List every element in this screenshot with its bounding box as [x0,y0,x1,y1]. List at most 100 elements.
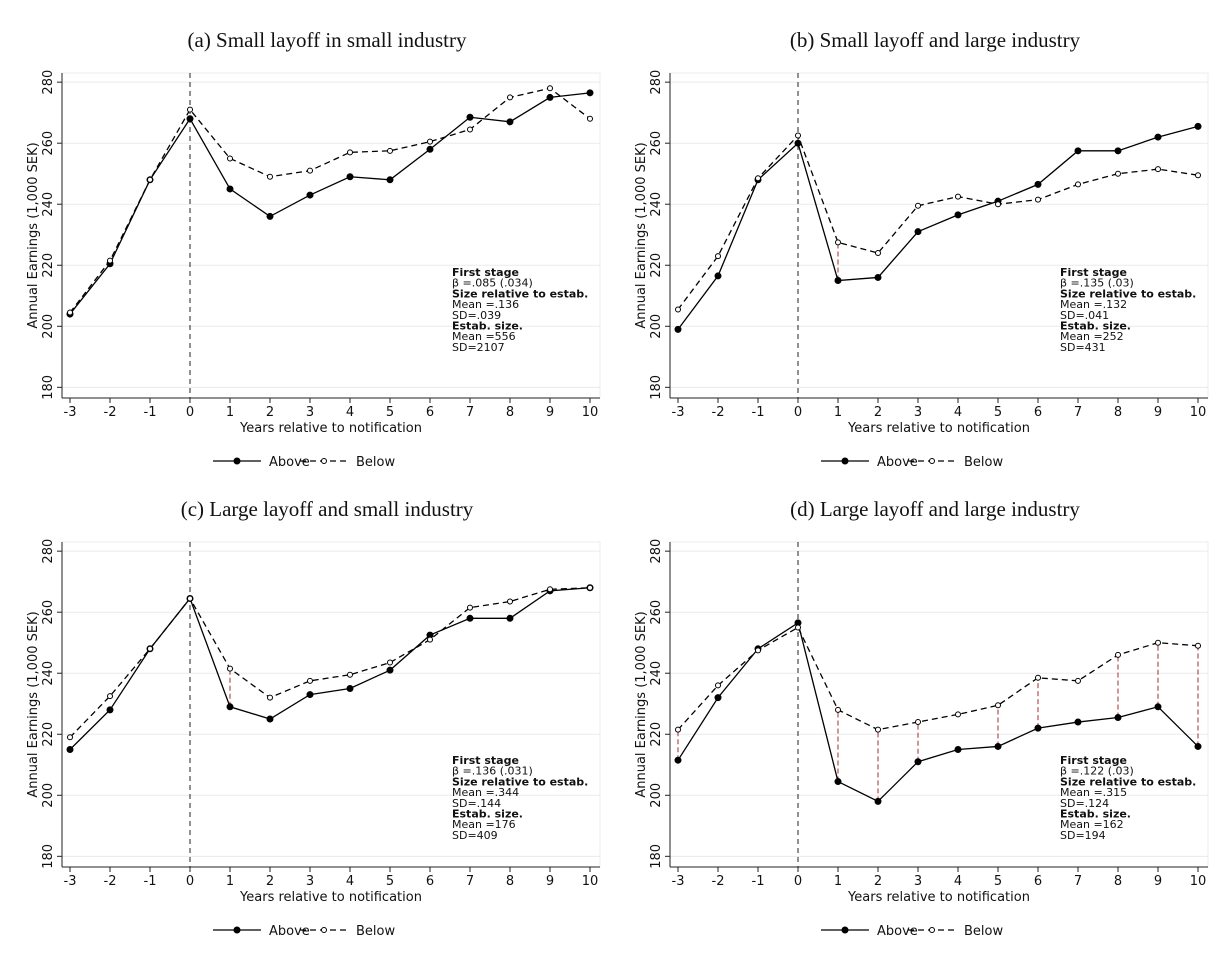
legend-label: Below [964,455,1003,470]
x-tick-label: -3 [64,405,77,420]
x-tick-label: -3 [672,874,685,889]
point [1035,674,1041,681]
point [227,155,233,162]
x-tick-label: 1 [226,405,234,420]
series-line [677,134,1199,310]
x-tick-label: 5 [994,874,1002,889]
x-tick-label: 7 [466,405,474,420]
plot-frame [61,72,601,399]
point [467,126,473,133]
series-line [677,621,1199,803]
x-tick-label: 9 [546,405,554,420]
annotation: First stage [452,266,519,279]
y-tick-label: 200 [649,314,664,339]
point [586,89,594,97]
annotation: Mean =.132 [1060,298,1127,311]
annotation: Estab. size. [452,808,523,821]
plot-frame [669,72,1209,399]
legend-marker [929,927,935,933]
point [427,138,433,145]
legend-label: Above [877,455,918,470]
x-tick-label: 6 [426,405,434,420]
annotation: Mean =556 [452,330,516,343]
x-tick-label: 1 [834,405,842,420]
annotation: SD=.144 [452,797,501,810]
y-tick-label: 280 [41,70,56,95]
point [994,742,1002,750]
y-tick-label: 240 [649,192,664,217]
x-tick-label: 2 [874,874,882,889]
point [955,193,961,200]
annotation: SD=.124 [1060,797,1109,810]
series-line [69,92,591,315]
point [835,239,841,246]
annotation: Mean =176 [452,818,516,831]
point [266,212,274,220]
legend-label: Above [877,924,918,939]
point [954,211,962,219]
point [915,719,921,726]
legend-marker [233,926,241,934]
x-tick-label: -2 [712,874,725,889]
annotation: SD=409 [452,829,498,842]
annotation: β =.085 (.034) [452,277,533,290]
point [227,665,233,672]
annotation: First stage [1060,266,1127,279]
x-tick-label: 7 [1074,874,1082,889]
y-axis-label: Annual Earnings (1,000 SEK) [26,142,41,328]
point [427,636,433,643]
y-tick-label: 260 [41,600,56,625]
point [506,614,514,622]
point [1074,718,1082,726]
point [547,85,553,92]
point [1115,170,1121,177]
legend-marker [929,458,935,464]
point [1155,166,1161,173]
x-tick-label: 8 [506,405,514,420]
point [507,598,513,605]
x-tick-label: 5 [386,874,394,889]
point [755,175,761,182]
point [67,734,73,741]
x-tick-label: 8 [506,874,514,889]
x-tick-label: 9 [546,874,554,889]
point [347,671,353,678]
x-tick-label: -1 [752,405,765,420]
x-tick-label: 2 [266,874,274,889]
point [187,106,193,113]
point [795,132,801,139]
annotation: Size relative to estab. [1060,775,1196,788]
y-tick-label: 240 [41,192,56,217]
x-tick-label: 9 [1154,874,1162,889]
x-tick-label: 4 [954,874,962,889]
panel: (d) Large layoff and large industry18020… [634,497,1209,939]
x-axis-label: Years relative to notification [239,421,422,436]
annotation: SD=2107 [452,341,505,354]
point [267,173,273,180]
legend-marker [321,458,327,464]
legend-marker [841,457,849,465]
point [714,272,722,280]
x-tick-label: 4 [346,874,354,889]
x-tick-label: 8 [1114,874,1122,889]
x-axis-label: Years relative to notification [847,421,1030,436]
point [147,645,153,652]
point [187,595,193,602]
point [387,147,393,154]
point [546,93,554,101]
y-tick-label: 200 [41,314,56,339]
point [387,659,393,666]
point [347,149,353,156]
legend-label: Below [356,924,395,939]
x-tick-label: 5 [994,405,1002,420]
point [1115,651,1121,658]
annotation: First stage [1060,754,1127,767]
y-tick-label: 240 [41,661,56,686]
annotation: β =.135 (.03) [1060,277,1134,290]
y-axis-label: Annual Earnings (1,000 SEK) [634,611,649,797]
point [674,325,682,333]
y-tick-label: 220 [649,722,664,747]
point [67,309,73,316]
point [1195,642,1201,649]
y-axis-label: Annual Earnings (1,000 SEK) [26,611,41,797]
